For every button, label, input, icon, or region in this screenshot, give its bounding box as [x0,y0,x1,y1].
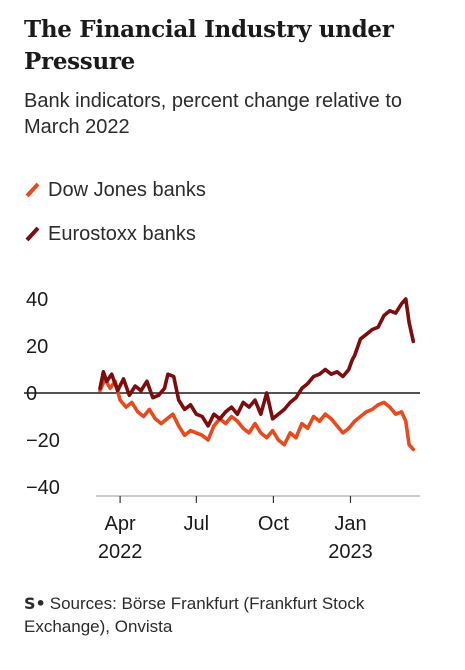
series-line-eurostoxx [98,297,416,428]
series-line-dow-jones [98,377,416,452]
legend-item-dow-jones: Dow Jones banks [24,178,206,202]
chart-title: The Financial Industry under Pressure [24,16,394,75]
x-tick-label: Apr [105,513,136,535]
publisher-logo: S• [24,594,46,613]
legend-swatch-eurostoxx [25,226,40,242]
y-tick-label: −20 [26,430,60,452]
y-tick-label: 40 [26,289,48,311]
legend-label-eurostoxx: Eurostoxx banks [48,223,196,245]
chart-subtitle: Bank indicators, percent change relative… [24,90,402,138]
x-tick-label: Jul [184,513,210,535]
source-text: Sources: Börse Frankfurt (Frankfurt Stoc… [24,594,365,636]
legend-label-dow-jones: Dow Jones banks [48,179,206,201]
y-tick-label: 0 [26,383,37,405]
legend-swatch-dow-jones [25,182,40,198]
y-tick-label: 20 [26,336,48,358]
x-tick-label: Jan [334,513,366,535]
line-chart: 40 20 0 −20 −40 Apr 2022 Jul Oct Jan 2023 [24,289,420,563]
legend-item-eurostoxx: Eurostoxx banks [24,222,196,246]
x-tick-label: Oct [258,513,290,535]
x-tick-year-label: 2023 [328,541,373,563]
y-tick-label: −40 [26,477,60,499]
source-note: S• Sources: Börse Frankfurt (Frankfurt St… [24,592,444,638]
x-tick-year-label: 2022 [98,541,143,563]
